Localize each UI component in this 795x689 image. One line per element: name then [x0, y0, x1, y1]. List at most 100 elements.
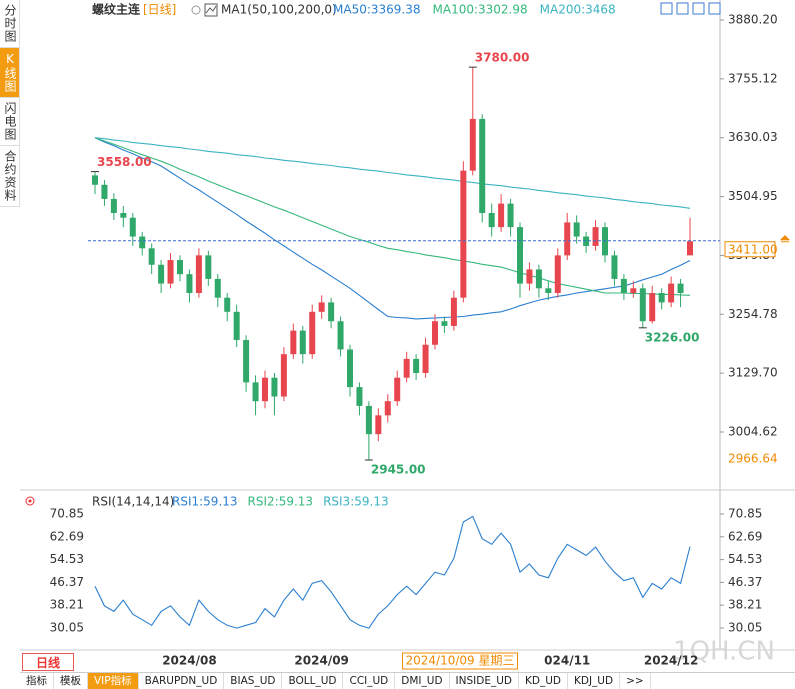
y-tick-label-left: 70.85 [50, 506, 84, 520]
candle-body [479, 118, 486, 214]
extreme-label: 3226.00 [645, 330, 700, 344]
y-tick-label: 3880.20 [728, 12, 778, 26]
candle-body [252, 382, 259, 402]
candle-body [384, 401, 391, 416]
x-tick-label: 024/11 [544, 654, 590, 668]
toolbar-item[interactable]: BARUPDN_UD [139, 673, 225, 689]
candle-body [517, 227, 523, 284]
y-tick-label: 3755.12 [728, 71, 778, 85]
side-tab[interactable]: K线图 [0, 48, 19, 98]
toolbar-item[interactable]: KDJ_UD [568, 673, 621, 689]
period: [日线] [143, 3, 176, 17]
candle-body [554, 255, 561, 293]
candle-body [375, 415, 382, 435]
side-tabs: 分时图 K线图 闪电图 合约资料 [0, 0, 20, 207]
candle-body [422, 344, 429, 373]
candle-body [611, 255, 618, 279]
toolbar-item[interactable]: INSIDE_UD [450, 673, 519, 689]
ma-icon-line [205, 5, 217, 14]
candle-body [488, 213, 495, 228]
candle-body [148, 248, 155, 265]
icon[interactable] [708, 2, 721, 15]
toolbar-item[interactable]: BOLL_UD [282, 673, 344, 689]
toolbar-item[interactable]: >> [620, 673, 651, 689]
candle-body [649, 292, 656, 322]
candle-body [573, 222, 580, 237]
candle-body [394, 377, 401, 402]
candle-body [583, 236, 590, 246]
icon[interactable] [676, 2, 689, 15]
candle-body [167, 260, 174, 284]
side-tab[interactable]: 闪电图 [0, 98, 19, 146]
toolbar-item[interactable]: 指标 [20, 673, 54, 689]
toolbar-item[interactable]: 模板 [54, 673, 88, 689]
candle-body [403, 358, 410, 378]
crosshair-label: 2024/10/09 星期三 [402, 652, 518, 670]
icon[interactable] [660, 2, 673, 15]
candle-body [432, 321, 438, 345]
candle-body [337, 321, 344, 350]
candle-body [668, 283, 675, 303]
settings-icon[interactable] [25, 496, 35, 506]
candle-body [318, 302, 325, 312]
candle-body [658, 292, 665, 303]
toolbar-item[interactable]: CCI_UD [343, 673, 396, 689]
candle-body [356, 387, 363, 406]
toolbar-icons [660, 2, 721, 15]
ma-line [94, 137, 691, 320]
candle-body [129, 217, 136, 237]
candle-body [639, 288, 646, 322]
toolbar-item[interactable]: BIAS_UD [224, 673, 283, 689]
candle-body [205, 255, 212, 279]
last-price-box [724, 241, 776, 258]
candle-body [120, 213, 127, 218]
ma-icon[interactable] [204, 3, 218, 17]
background [20, 0, 795, 672]
icon[interactable] [692, 2, 705, 15]
extreme-label: 2945.00 [371, 463, 426, 477]
y-tick-label: 3004.62 [728, 424, 778, 438]
y-tick-label-left: 38.21 [50, 598, 84, 612]
candle-body [299, 330, 306, 355]
y-tick-label: 3254.78 [728, 307, 778, 321]
candle-body [280, 354, 287, 397]
crosshair-text: 2024/10/09 星期三 [406, 654, 515, 668]
x-tick-label: 2024/08 [162, 654, 216, 668]
candle-body [233, 311, 240, 341]
y-tick-label: 3630.03 [728, 130, 778, 144]
rsi-line [94, 515, 691, 629]
candle-body [498, 203, 505, 228]
y-tick-label: 38.21 [728, 598, 762, 612]
extreme-label: 3558.00 [97, 155, 152, 169]
legend-entry: MA50:3369.38 [333, 3, 421, 17]
candle-body [592, 227, 599, 246]
y-tick-label-left: 46.37 [50, 575, 84, 589]
period-tab[interactable]: 日线 [22, 653, 74, 671]
ma-line [94, 137, 691, 296]
y-tick-label: 3504.95 [728, 189, 778, 203]
toolbar-item[interactable]: KD_UD [519, 673, 568, 689]
cursor-price-label: 2966.64 [728, 451, 778, 465]
side-tab[interactable]: 合约资料 [0, 146, 19, 207]
chart: 螺纹主连 [日线] MA1(50,100,200,0) RSI(14,14,14… [20, 0, 795, 672]
rsi-title: RSI(14,14,14) [92, 495, 174, 509]
candle-body [195, 255, 202, 293]
y-tick-label: 62.69 [728, 529, 762, 543]
add-icon[interactable] [191, 5, 201, 15]
candle-body [564, 222, 571, 256]
candle-body [271, 377, 278, 397]
y-tick-label: 3129.70 [728, 366, 778, 380]
toolbar-item[interactable]: VIP指标 [88, 673, 139, 689]
settings-icon-dot [28, 499, 32, 503]
candle-body [460, 170, 467, 298]
candle-body [177, 260, 183, 275]
candle-body [469, 118, 476, 171]
extreme-label: 3780.00 [475, 51, 530, 65]
toolbar-item[interactable]: DMI_UD [395, 673, 450, 689]
chart-title: 螺纹主连 [92, 2, 141, 17]
candle-body [224, 297, 231, 312]
candle-body [186, 274, 193, 293]
candle-body [620, 278, 627, 293]
side-tab[interactable]: 分时图 [0, 0, 19, 48]
